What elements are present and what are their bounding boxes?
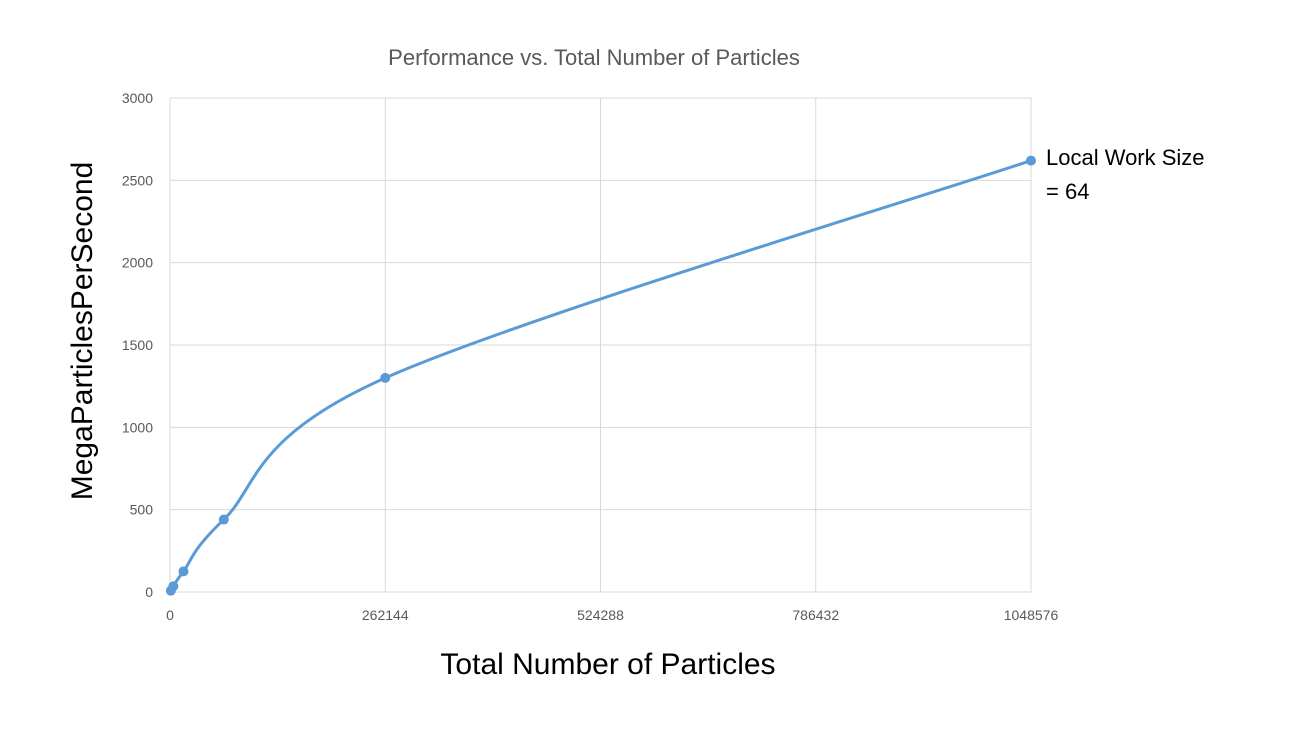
series-label-line-2: = 64 [1046,179,1089,204]
tick-labels: 0 500 1000 1500 2000 2500 3000 0 262144 524288 786… [122,90,1059,623]
x-tick-label: 0 [166,607,174,623]
series-label-line-1: Local Work Size [1046,145,1205,170]
y-axis-label: MegaParticlesPerSecond [66,162,99,501]
y-tick-label: 0 [145,584,153,600]
y-tick-label: 1500 [122,337,153,353]
data-point [218,514,229,525]
x-tick-label: 524288 [577,607,624,623]
x-tick-label: 262144 [362,607,409,623]
x-axis-label: Total Number of Particles [440,648,775,681]
y-tick-label: 2500 [122,172,153,188]
data-point [178,566,189,577]
x-tick-label: 786432 [792,607,839,623]
series-label: Local Work Size = 64 [1046,145,1205,204]
data-point [1026,155,1036,166]
x-tick-label: 1048576 [1004,607,1059,623]
series-layer [165,155,1036,596]
y-tick-label: 3000 [122,90,153,106]
chart-title: Performance vs. Total Number of Particle… [388,45,800,70]
data-point [168,581,179,592]
y-tick-label: 2000 [122,255,153,271]
y-tick-label: 500 [130,502,154,518]
y-tick-label: 1000 [122,419,153,435]
grid [169,97,1032,593]
data-point [380,372,391,383]
